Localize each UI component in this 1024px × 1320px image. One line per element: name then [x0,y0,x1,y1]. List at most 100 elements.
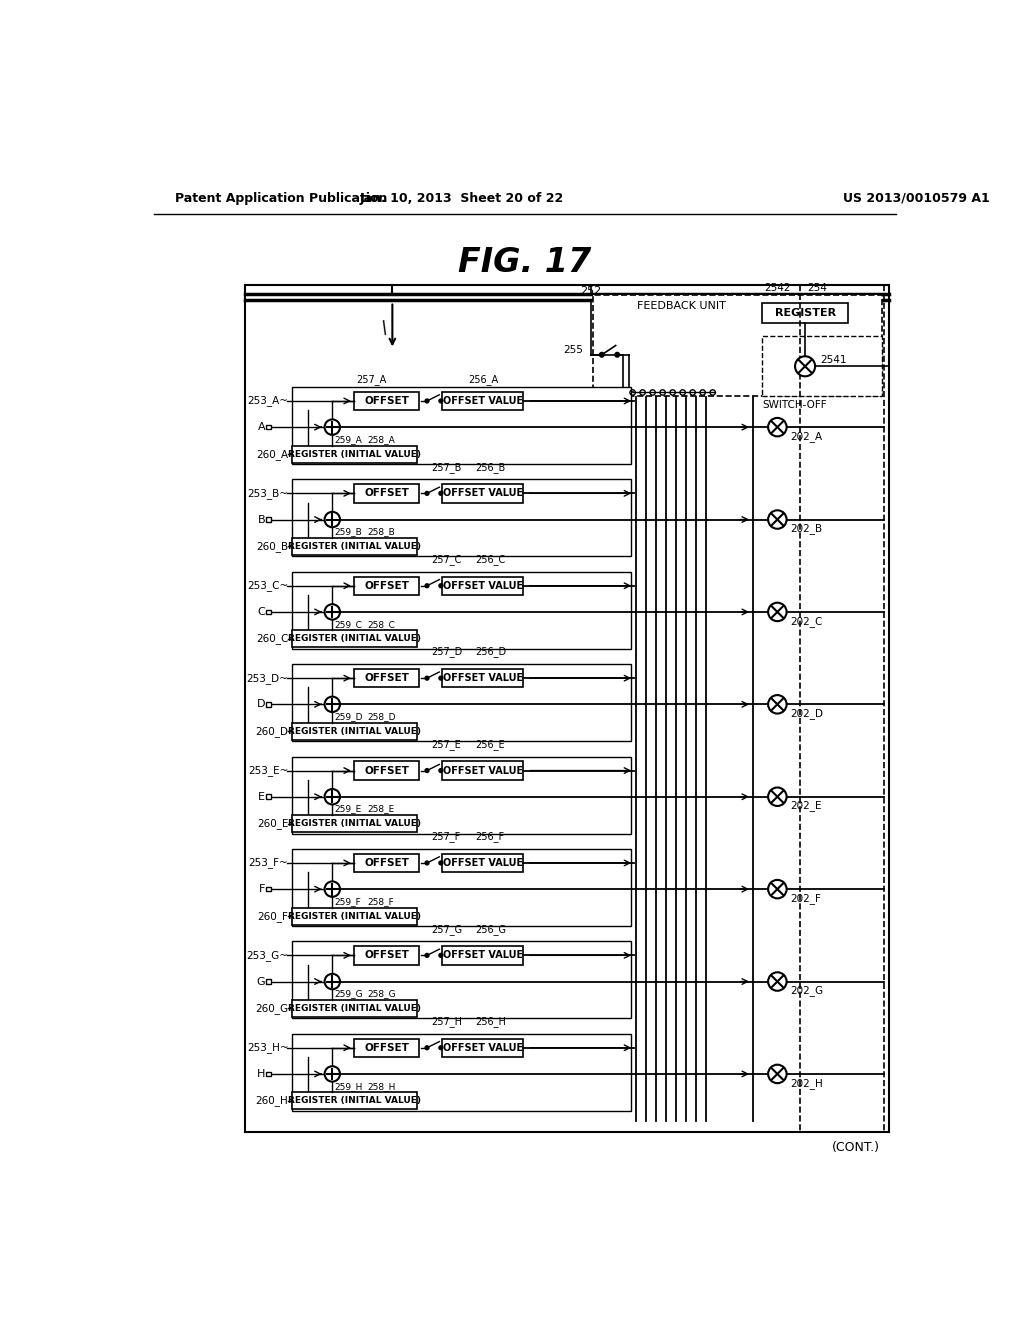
Text: US 2013/0010579 A1: US 2013/0010579 A1 [843,191,989,205]
Text: 253_E~: 253_E~ [248,766,289,776]
Circle shape [425,1045,429,1049]
Circle shape [325,789,340,804]
Text: 260_E: 260_E [257,818,289,829]
Bar [292,941,631,1019]
Text: 258_E: 258_E [367,805,394,813]
Text: OFFSET: OFFSET [365,488,409,499]
Text: 260_H: 260_H [256,1096,289,1106]
Circle shape [768,973,786,991]
Text: 259_D: 259_D [335,713,364,721]
Circle shape [425,861,429,865]
Bar [292,1001,417,1016]
Bar [442,762,523,780]
Text: 259_F: 259_F [335,898,361,906]
Text: 259_A: 259_A [335,436,362,444]
Text: REGISTER (INITIAL VALUE): REGISTER (INITIAL VALUE) [288,543,421,550]
Circle shape [768,603,786,622]
Text: 253_A~: 253_A~ [248,396,289,407]
Text: OFFSET: OFFSET [365,396,409,407]
Bar [354,484,419,503]
Text: D: D [257,700,265,709]
Text: REGISTER (INITIAL VALUE): REGISTER (INITIAL VALUE) [288,820,421,828]
Bar [266,1072,271,1076]
Circle shape [425,399,429,403]
Text: 202_G: 202_G [791,985,823,997]
Text: 202_C: 202_C [791,615,823,627]
Circle shape [795,356,815,376]
Text: 253_H~: 253_H~ [247,1043,289,1053]
Text: 258_G: 258_G [367,990,395,998]
Bar [292,664,631,742]
Text: 256_C: 256_C [475,554,505,565]
Text: F: F [259,884,265,894]
Text: REGISTER (INITIAL VALUE): REGISTER (INITIAL VALUE) [288,727,421,735]
Bar [762,335,882,396]
Bar [266,610,271,614]
Text: OFFSET VALUE: OFFSET VALUE [442,766,523,776]
Text: REGISTER (INITIAL VALUE): REGISTER (INITIAL VALUE) [288,1005,421,1012]
Circle shape [614,352,620,356]
Text: 259_E: 259_E [335,805,361,813]
Text: 252: 252 [581,286,602,296]
Text: 257_D: 257_D [431,647,462,657]
Bar [442,577,523,595]
Text: 257_B: 257_B [431,462,461,473]
Bar [266,979,271,983]
Text: 259_H: 259_H [335,1082,362,1090]
Circle shape [768,788,786,807]
Text: 260_C: 260_C [256,634,289,644]
Circle shape [439,768,442,772]
Text: OFFSET: OFFSET [365,673,409,684]
Text: 258_H: 258_H [367,1082,395,1090]
Text: Patent Application Publication: Patent Application Publication [175,191,388,205]
Bar [354,669,419,688]
Bar [266,795,271,799]
Text: 260_F: 260_F [257,911,289,921]
Bar [354,392,419,411]
Text: B: B [258,515,265,524]
Bar [292,816,417,832]
Text: 256_A: 256_A [468,374,498,385]
Text: 258_B: 258_B [367,528,394,536]
Bar [292,723,417,739]
Bar [266,425,271,429]
Text: REGISTER (INITIAL VALUE): REGISTER (INITIAL VALUE) [288,912,421,920]
Bar [292,1034,631,1111]
Text: OFFSET VALUE: OFFSET VALUE [442,673,523,684]
Text: 255: 255 [563,345,584,355]
Bar [292,849,631,927]
Text: H: H [257,1069,265,1078]
Text: 260_B: 260_B [256,541,289,552]
Text: 256_F: 256_F [475,832,504,842]
Text: 256_G: 256_G [475,924,506,935]
Circle shape [425,768,429,772]
Text: 202_H: 202_H [791,1077,823,1089]
Text: 259_G: 259_G [335,990,364,998]
Bar [354,762,419,780]
Text: 257_G: 257_G [431,924,462,935]
Bar [354,1039,419,1057]
Circle shape [425,491,429,495]
Text: 260_G: 260_G [255,1003,289,1014]
Text: 257_H: 257_H [431,1016,462,1027]
Bar [266,702,271,706]
Text: C: C [258,607,265,616]
Bar [354,854,419,873]
Text: OFFSET VALUE: OFFSET VALUE [442,858,523,869]
Bar [354,946,419,965]
Circle shape [439,491,442,495]
Text: 253_G~: 253_G~ [247,950,289,961]
Text: 253_C~: 253_C~ [247,581,289,591]
Text: 202_F: 202_F [791,892,821,904]
Text: 259_B: 259_B [335,528,362,536]
Circle shape [325,974,340,989]
Text: OFFSET: OFFSET [365,766,409,776]
Bar [266,887,271,891]
Text: 258_C: 258_C [367,620,395,628]
Bar [292,539,417,554]
Text: OFFSET: OFFSET [365,581,409,591]
Text: REGISTER: REGISTER [774,308,836,318]
Circle shape [325,512,340,527]
Text: FEEDBACK UNIT: FEEDBACK UNIT [637,301,726,312]
Text: OFFSET VALUE: OFFSET VALUE [442,396,523,407]
